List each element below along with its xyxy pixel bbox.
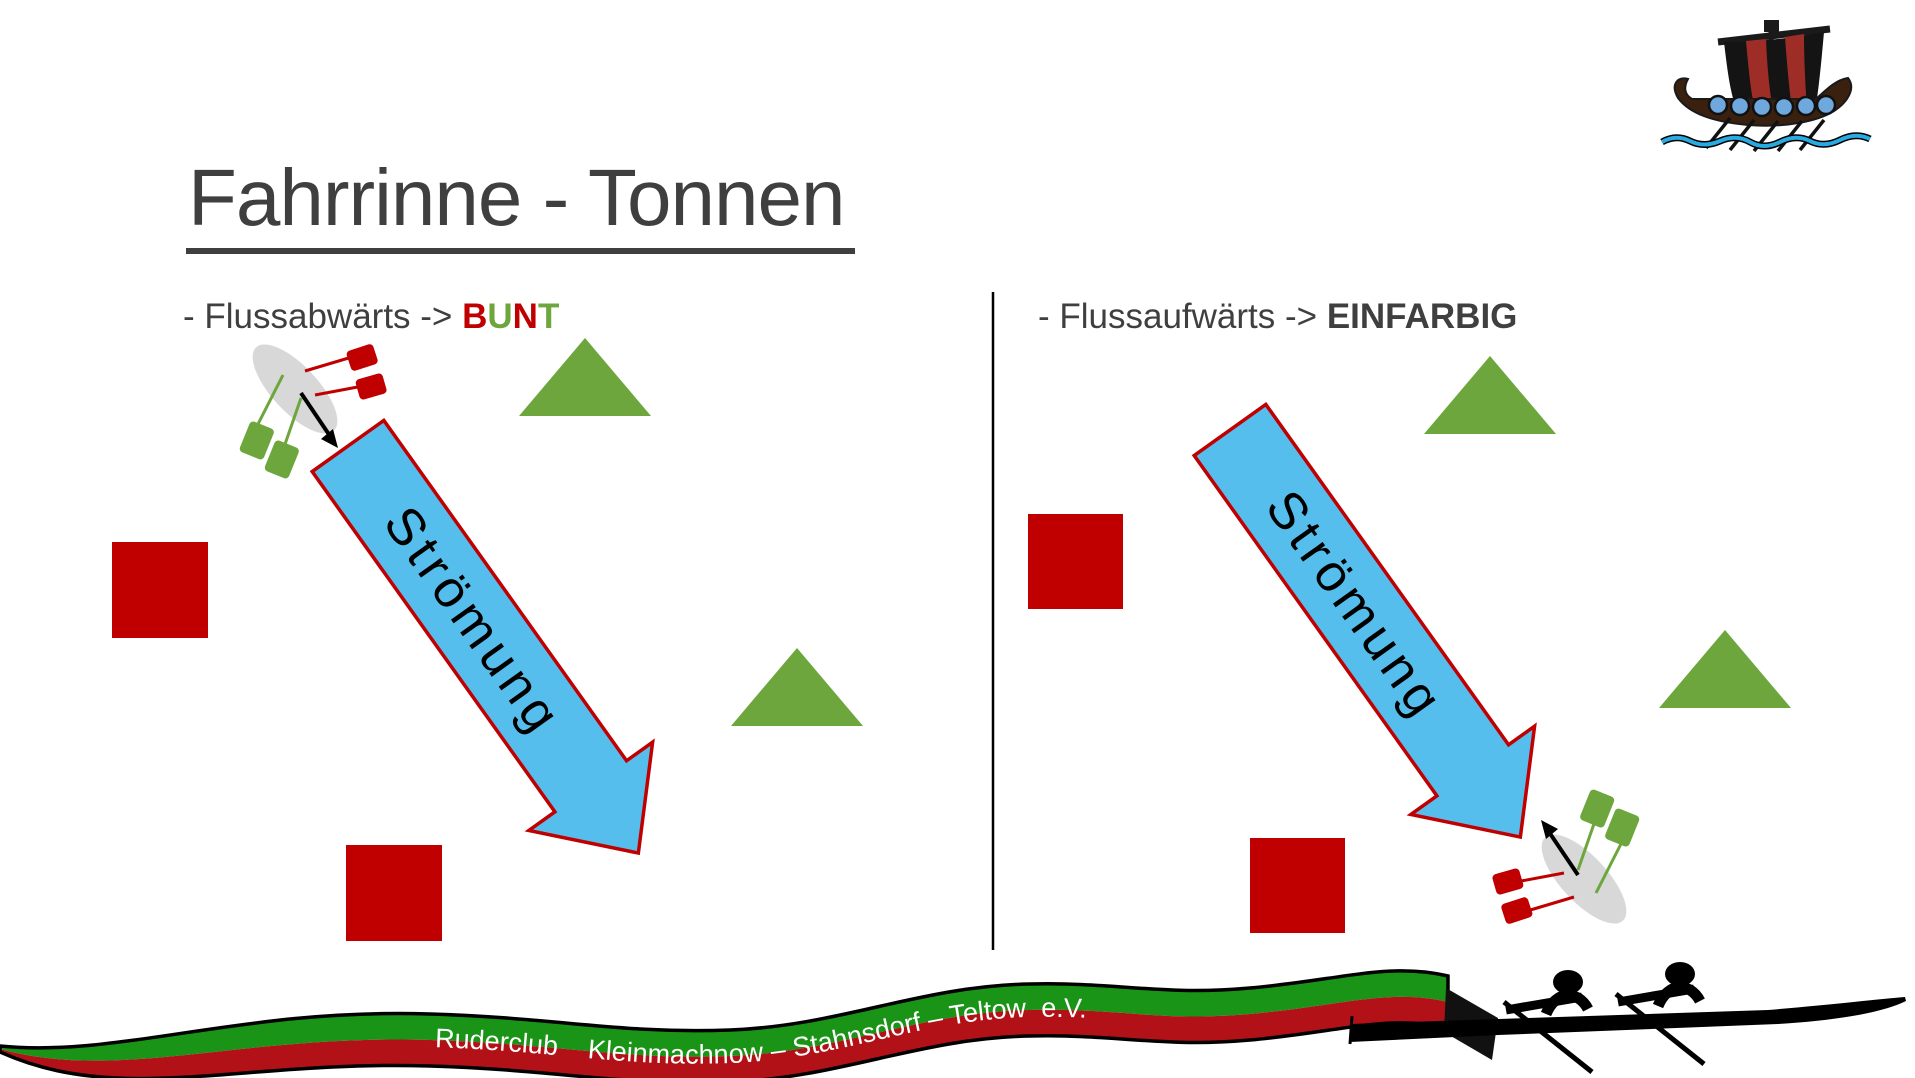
ship-oar — [1798, 118, 1826, 152]
subtitle-upstream-highlight: EINFARBIG — [1326, 297, 1518, 336]
boat-hull — [252, 344, 338, 434]
bunt-letter-n: N — [512, 297, 538, 336]
green-triangle-buoy — [1659, 630, 1791, 708]
current-arrow: Strömung — [1191, 402, 1537, 840]
rower-head — [1553, 970, 1583, 994]
current-arrow-label: Strömung — [372, 496, 573, 746]
ship-oar — [1728, 118, 1756, 152]
red-oar-blade — [1501, 897, 1533, 924]
mast-top — [1764, 20, 1779, 32]
heading-arrow-shaft — [299, 391, 332, 438]
subtitle-upstream: - Flussaufwärts -> EINFARBIG — [1038, 297, 1517, 337]
rowing-boat-topview-icon — [239, 344, 387, 479]
bunt-letter-t: T — [537, 297, 560, 336]
current-arrow-shape — [309, 418, 655, 856]
yard-spar — [1717, 25, 1831, 46]
red-square-buoy — [1028, 514, 1123, 609]
subtitle-upstream-prefix: - Flussaufwärts -> — [1038, 297, 1327, 336]
shield — [1773, 96, 1795, 118]
red-square-buoy — [112, 542, 208, 638]
oar — [1614, 992, 1706, 1066]
viking-ship-icon — [1660, 20, 1872, 153]
boat-hull — [1541, 834, 1627, 924]
shield — [1795, 95, 1817, 117]
shield — [1729, 95, 1751, 117]
red-oar-shaft — [304, 355, 353, 373]
red-oar-blade — [346, 344, 378, 371]
rower-arm — [1505, 992, 1583, 1015]
green-oar-blade — [1605, 808, 1640, 847]
shield — [1707, 94, 1729, 116]
shield-row — [1707, 94, 1837, 118]
heading-arrow-shaft — [1547, 830, 1580, 877]
sail-red-stripe — [1746, 39, 1773, 112]
oar — [1502, 1000, 1594, 1074]
red-oar-blade — [1492, 868, 1524, 895]
green-oar-blade — [239, 421, 274, 460]
green-triangle-buoy — [1424, 356, 1556, 434]
current-arrow-shape — [1191, 402, 1537, 840]
green-oar-shaft — [281, 397, 303, 451]
shell-hull — [1350, 997, 1906, 1042]
bunt-letter-u: U — [487, 297, 513, 336]
sail-red-stripe — [1785, 34, 1807, 109]
subtitle-downstream: - Flussabwärts -> BUNT — [183, 297, 559, 337]
red-square-buoy — [346, 845, 442, 941]
rower-arm — [1617, 984, 1695, 1007]
green-triangle-buoy — [519, 338, 651, 416]
current-arrow-label: Strömung — [1254, 480, 1455, 730]
rowing-crew-pictogram-icon — [1348, 962, 1906, 1074]
red-oar-shaft — [1515, 871, 1565, 884]
bunt-letter-b: B — [462, 297, 488, 336]
green-triangle-buoy — [731, 648, 863, 726]
ribbon-green-band — [0, 970, 1448, 1061]
green-oar-blade — [264, 440, 299, 479]
subtitle-downstream-prefix: - Flussabwärts -> — [183, 297, 463, 336]
red-oar-shaft — [1526, 895, 1575, 913]
ribbon-red-band — [0, 996, 1448, 1078]
heading-arrow-head — [1541, 820, 1558, 839]
heading-arrow-head — [321, 429, 338, 448]
rower-head — [1665, 962, 1695, 986]
red-oar-blade — [355, 373, 387, 400]
current-arrow: Strömung — [309, 418, 655, 856]
green-oar-blade — [1580, 789, 1615, 828]
water-wave — [1661, 133, 1871, 148]
green-oar-shaft — [1576, 817, 1598, 871]
shield — [1751, 96, 1773, 118]
red-square-buoy — [1250, 838, 1345, 933]
red-oar-shaft — [314, 384, 364, 397]
green-oar-shaft — [1594, 837, 1626, 894]
green-oar-shaft — [253, 374, 285, 431]
shield — [1815, 94, 1837, 116]
page-title: Fahrrinne - Tonnen — [186, 158, 855, 254]
rowing-boat-topview-icon — [1492, 789, 1640, 924]
